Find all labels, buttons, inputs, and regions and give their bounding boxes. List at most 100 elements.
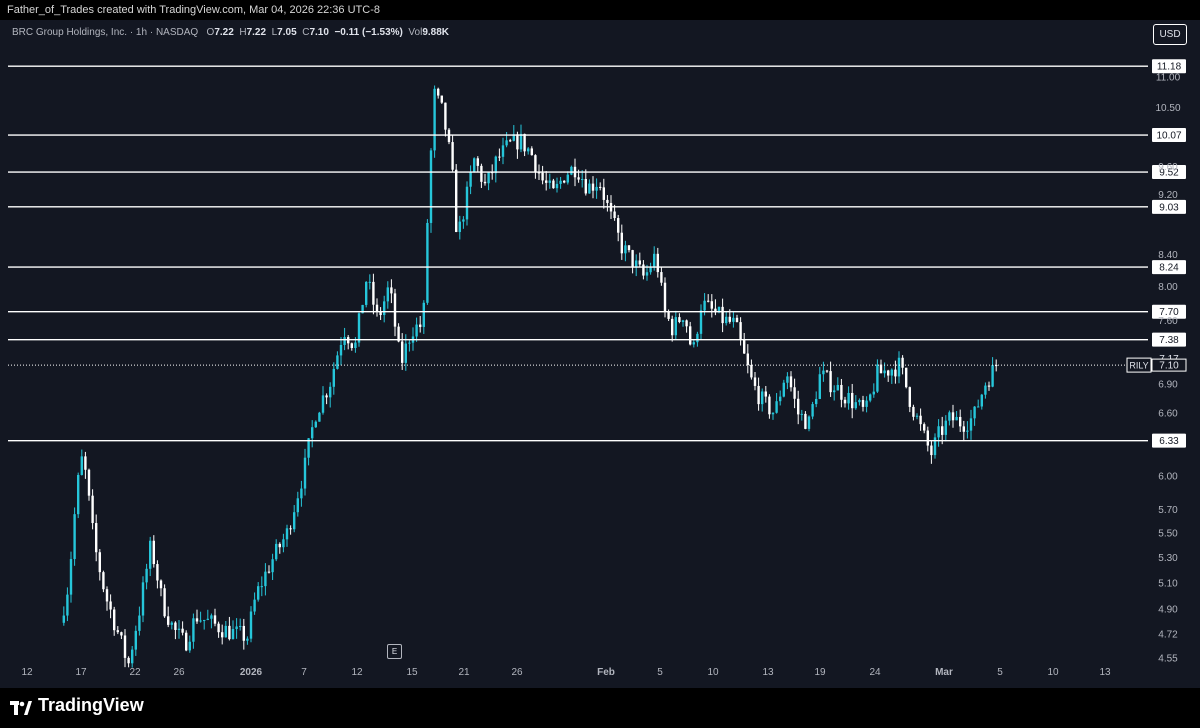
symbol-tag-text: RILY bbox=[1129, 361, 1148, 371]
candle-body bbox=[984, 385, 987, 395]
level-price-tag: 11.18 bbox=[1152, 59, 1186, 74]
candle-body bbox=[825, 370, 829, 372]
candle-body bbox=[159, 580, 163, 589]
y-axis-tick-label: 10.50 bbox=[1155, 103, 1180, 114]
candle-body bbox=[944, 420, 947, 435]
candle-body bbox=[516, 134, 519, 150]
candle-body bbox=[815, 398, 818, 405]
candle-body bbox=[840, 384, 843, 400]
candle-body bbox=[156, 564, 159, 581]
candle-body bbox=[192, 618, 195, 642]
y-axis-tick-label: 6.00 bbox=[1158, 471, 1178, 482]
candle-body bbox=[663, 282, 667, 312]
candle-body bbox=[912, 406, 915, 417]
candle-body bbox=[177, 628, 181, 630]
candle-body bbox=[278, 543, 281, 548]
candle-body bbox=[923, 424, 926, 431]
candle-body bbox=[642, 264, 645, 276]
candle-body bbox=[437, 88, 440, 96]
candle-body bbox=[890, 369, 893, 376]
level-tag-bg bbox=[1152, 128, 1186, 143]
candle-body bbox=[91, 495, 94, 524]
y-axis-tick-label: 7.60 bbox=[1158, 316, 1178, 327]
candle-body bbox=[753, 377, 757, 386]
candle-body bbox=[246, 638, 249, 641]
candle-body bbox=[62, 615, 65, 623]
candle-body bbox=[624, 245, 627, 254]
candle-body bbox=[199, 620, 202, 622]
candle-body bbox=[397, 326, 400, 342]
earnings-event-marker[interactable]: E bbox=[387, 644, 402, 659]
currency-button[interactable]: USD bbox=[1153, 24, 1187, 45]
candle-body bbox=[584, 179, 587, 194]
candle-body bbox=[149, 540, 152, 569]
candle-body bbox=[242, 625, 245, 641]
candle-body bbox=[789, 376, 793, 388]
candle-body bbox=[329, 386, 332, 398]
x-axis-tick-label: Feb bbox=[597, 667, 615, 678]
candle-body bbox=[314, 421, 317, 428]
candle-body bbox=[833, 390, 836, 393]
candle-body bbox=[822, 370, 825, 375]
volume-value: 9.88K bbox=[422, 27, 450, 38]
candle-body bbox=[361, 304, 364, 314]
tradingview-logo: TradingView bbox=[10, 695, 144, 716]
candle-body bbox=[84, 456, 87, 470]
price-label-text: 7.10 bbox=[1159, 361, 1179, 372]
attribution-text: Father_of_Trades created with TradingVie… bbox=[7, 4, 380, 16]
level-price-tag: 6.33 bbox=[1152, 433, 1186, 448]
candle-body bbox=[473, 158, 476, 173]
price-label: 7.10 RILY bbox=[1126, 357, 1187, 373]
candle-body bbox=[563, 180, 566, 183]
candle-body bbox=[167, 616, 170, 625]
candle-body bbox=[761, 391, 764, 405]
candle-body bbox=[462, 219, 465, 222]
candle-body bbox=[732, 317, 735, 322]
candle-body bbox=[95, 523, 98, 553]
candle-body bbox=[494, 156, 497, 174]
candle-body bbox=[321, 395, 325, 413]
footer-bar bbox=[0, 688, 1200, 728]
candle-body bbox=[282, 539, 285, 548]
candle-body bbox=[131, 649, 134, 664]
candle-body bbox=[260, 586, 263, 588]
candle-body bbox=[404, 343, 407, 363]
level-tag-text: 7.38 bbox=[1159, 335, 1179, 346]
y-axis-tick-label: 4.72 bbox=[1158, 629, 1178, 640]
candle-body bbox=[541, 172, 544, 181]
level-tag-bg bbox=[1152, 260, 1186, 275]
candle-body bbox=[253, 599, 256, 612]
candle-body bbox=[548, 180, 551, 183]
candle-body bbox=[966, 430, 969, 432]
candle-body bbox=[858, 399, 861, 403]
candle-body bbox=[152, 540, 155, 565]
candle-body bbox=[87, 469, 91, 496]
candle-body bbox=[501, 145, 505, 157]
candles-layer bbox=[62, 85, 998, 668]
x-axis-tick-label: 5 bbox=[997, 667, 1003, 678]
chart-pane[interactable] bbox=[0, 20, 1200, 688]
y-axis-tick-label: 5.10 bbox=[1158, 578, 1178, 589]
candle-body bbox=[962, 426, 965, 432]
candle-body bbox=[289, 528, 292, 530]
candle-body bbox=[901, 357, 904, 368]
candle-body bbox=[872, 391, 875, 395]
candle-body bbox=[818, 374, 821, 399]
candle-body bbox=[559, 180, 562, 184]
candle-body bbox=[429, 150, 433, 223]
candle-body bbox=[80, 456, 83, 475]
candle-body bbox=[908, 387, 911, 407]
x-axis-tick-label: 21 bbox=[458, 667, 470, 678]
candle-body bbox=[811, 404, 814, 417]
candle-body bbox=[257, 586, 260, 600]
level-price-tag: 10.07 bbox=[1152, 128, 1186, 143]
candle-body bbox=[354, 342, 357, 348]
candle-body bbox=[422, 302, 425, 327]
candle-body bbox=[919, 415, 922, 425]
x-axis-tick-label: 12 bbox=[351, 667, 363, 678]
candle-body bbox=[883, 370, 886, 374]
candle-body bbox=[185, 632, 188, 651]
change-value: −0.11 (−1.53%) bbox=[334, 27, 403, 38]
candle-body bbox=[426, 222, 429, 303]
candle-body bbox=[530, 148, 533, 156]
